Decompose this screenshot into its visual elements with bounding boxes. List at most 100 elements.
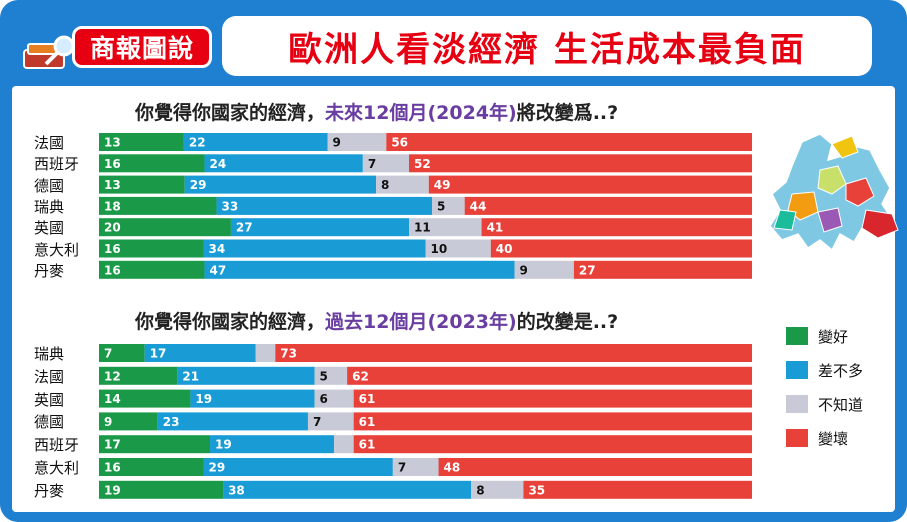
chart-1-value-label-worse: 52 (414, 157, 431, 171)
chart-2-bar-better (99, 435, 211, 454)
chart-1-category-label: 德國 (34, 176, 65, 195)
chart-2-bar-unknown (471, 480, 524, 499)
chart-1-bar-worse (409, 154, 752, 173)
chart-1-value-label-better: 13 (104, 136, 121, 150)
chart-1-bar-better (99, 218, 231, 237)
chart-2-value-label-better: 14 (104, 392, 121, 406)
chart-1-value-label-same: 22 (189, 136, 206, 150)
chart-2-value-label-worse: 61 (359, 392, 376, 406)
chart-2-bar-unknown (314, 389, 354, 408)
chart-1-title-highlight: 未來12個月(2024年) (325, 102, 517, 124)
chart-2-value-label-worse: 62 (352, 369, 369, 383)
chart-1-bar-same (204, 260, 515, 279)
chart-2-bar-better (99, 412, 158, 431)
chart-2-value-label-better: 12 (104, 369, 121, 383)
chart-2-value-label-same: 21 (182, 369, 199, 383)
chart-2-bar-same (203, 458, 393, 476)
legend-label-better: 變好 (818, 327, 849, 346)
chart-1-category-label: 西班牙 (34, 155, 80, 174)
chart-2-bar-same (190, 389, 315, 408)
chart-1-bar-unknown (409, 218, 482, 237)
chart-1-bar-worse (481, 218, 752, 237)
chart-1-bar-same (204, 154, 363, 173)
chart-1-category-label: 法國 (34, 134, 65, 152)
chart-2-value-label-worse: 61 (359, 438, 376, 452)
legend-swatch-unknown (786, 395, 808, 413)
chart-1-value-label-worse: 56 (391, 136, 408, 150)
legend-label-unknown: 不知道 (818, 395, 864, 414)
chart-2-value-label-same: 38 (228, 483, 245, 497)
chart-1-category-label: 意大利 (34, 240, 80, 259)
chart-2-title-suffix: 的改變是..? (516, 311, 619, 333)
chart-2-value-label-better: 7 (104, 347, 112, 361)
chart-1-category-label: 瑞典 (34, 197, 65, 216)
chart-1-bar-unknown (514, 260, 574, 279)
legend-item-same: 差不多 (786, 360, 863, 380)
chart-2-value-label-same: 17 (150, 347, 167, 361)
chart-2-bar-same (210, 435, 335, 454)
chart-1-value-label-unknown: 11 (414, 221, 431, 235)
chart-2-bar-worse (353, 412, 752, 431)
chart-1-value-label-better: 13 (104, 178, 121, 192)
chart-1-bar-better (99, 175, 185, 194)
chart-2-title-prefix: 你覺得你國家的經濟， (135, 311, 326, 333)
chart-1-value-label-better: 16 (104, 157, 121, 171)
chart-2-bar-better (99, 366, 178, 385)
chart-1-bar-better (99, 239, 204, 258)
chart-1-value-label-same: 34 (208, 242, 225, 256)
chart-2-bar-better (99, 389, 191, 408)
chart-1-bar-same (216, 196, 433, 215)
chart-2-value-label-same: 19 (215, 438, 232, 452)
chart-2-value-label-worse: 35 (528, 483, 545, 497)
chart-2-value-label-better: 19 (104, 483, 121, 497)
chart-2-value-label-unknown: 7 (313, 415, 321, 429)
chart-2-category-label: 意大利 (34, 459, 80, 477)
chart-1-value-label-better: 16 (104, 242, 121, 256)
legend-label-worse: 變壞 (818, 429, 849, 448)
chart-1-title-suffix: 將改變爲..? (516, 102, 619, 124)
chart-2-bar-better (99, 344, 145, 362)
chart-1-value-label-unknown: 5 (437, 199, 445, 213)
legend-item-unknown: 不知道 (786, 394, 863, 414)
chart-2-bar-better (99, 480, 224, 499)
header: 商報圖說 歐洲人看淡經濟 生活成本最負面 (0, 0, 907, 86)
chart-2-value-label-better: 16 (104, 461, 121, 475)
europe-map-icon (769, 133, 899, 252)
chart-1-value-label-better: 18 (104, 199, 121, 213)
chart-2-bar-worse (275, 344, 752, 362)
chart-1-bar-better (99, 260, 205, 279)
chart-2-category-label: 瑞典 (34, 345, 65, 363)
chart-1-bar-unknown (425, 239, 491, 258)
chart-2-value-label-same: 29 (208, 461, 225, 475)
chart-1-bar-worse (428, 175, 752, 194)
chart-1-bar-same (184, 175, 377, 194)
chart-1-bar-unknown (327, 133, 387, 151)
chart-2-bar-unknown (314, 366, 348, 385)
chart-2-value-label-worse: 73 (280, 347, 297, 361)
chart-1-value-label-unknown: 8 (381, 178, 389, 192)
chart-2-value-label-unknown: 8 (476, 483, 484, 497)
chart-2-value-label-better: 17 (104, 438, 121, 452)
chart-1-value-label-same: 33 (222, 199, 239, 213)
chart-1-value-label-worse: 49 (434, 178, 451, 192)
chart-2-bar-same (157, 412, 308, 431)
chart-2-bar-unknown (392, 458, 439, 476)
chart-1-value-label-same: 27 (236, 221, 253, 235)
chart-2-bar-same (144, 344, 256, 362)
chart-2-bar-same (223, 480, 472, 499)
legend-swatch-better (786, 327, 808, 345)
chart-1-bar-better (99, 196, 217, 215)
chart-1-category-label: 丹麥 (34, 261, 65, 280)
chart-1-value-label-unknown: 9 (520, 263, 528, 277)
chart-2-category-label: 英國 (34, 390, 65, 409)
legend-item-worse: 變壞 (786, 428, 848, 448)
chart-1-value-label-worse: 27 (579, 263, 596, 277)
chart-1-bar-worse (464, 196, 752, 215)
chart-2-title-highlight: 過去12個月(2023年) (325, 311, 517, 333)
chart-2-bar-worse (523, 480, 752, 499)
chart-1-value-label-worse: 40 (496, 242, 513, 256)
chart-2-title: 你覺得你國家的經濟，過去12個月(2023年)的改變是..? (135, 307, 618, 334)
chart-2-bar-unknown (307, 412, 354, 431)
chart-1-value-label-same: 47 (210, 263, 227, 277)
